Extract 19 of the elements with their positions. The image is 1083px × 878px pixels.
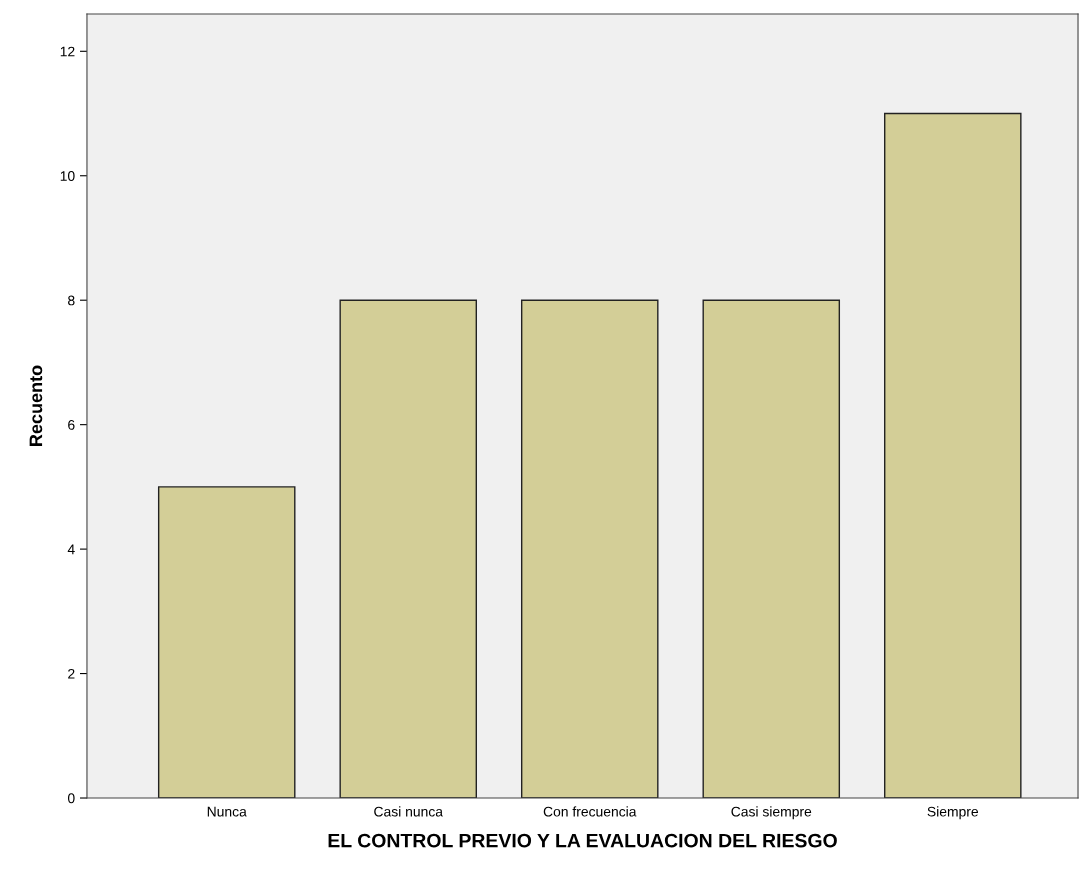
y-tick-label: 8 (68, 295, 75, 306)
x-tick-label: Casi siempre (731, 806, 812, 820)
x-tick-label: Casi nunca (374, 806, 443, 817)
y-tick-label: 0 (67, 793, 75, 804)
y-tick-label: 2 (68, 668, 75, 679)
bar (157, 486, 296, 799)
bar (339, 299, 478, 799)
x-tick-label: Siempre (927, 806, 979, 820)
y-tick-label: 4 (67, 544, 75, 555)
x-tick-label: Nunca (207, 806, 247, 817)
x-tick-label: Con frecuencia (543, 806, 637, 817)
y-tick-label: 6 (68, 419, 75, 430)
x-axis-title: EL CONTROL PREVIO Y LA EVALUACION DEL RIESGO (328, 833, 837, 848)
bar (520, 299, 659, 799)
y-axis-title: Recuento (29, 365, 43, 446)
bar (702, 299, 841, 799)
bar (884, 112, 1022, 799)
y-tick-label: 12 (60, 46, 75, 57)
y-tick-label: 10 (60, 171, 75, 181)
